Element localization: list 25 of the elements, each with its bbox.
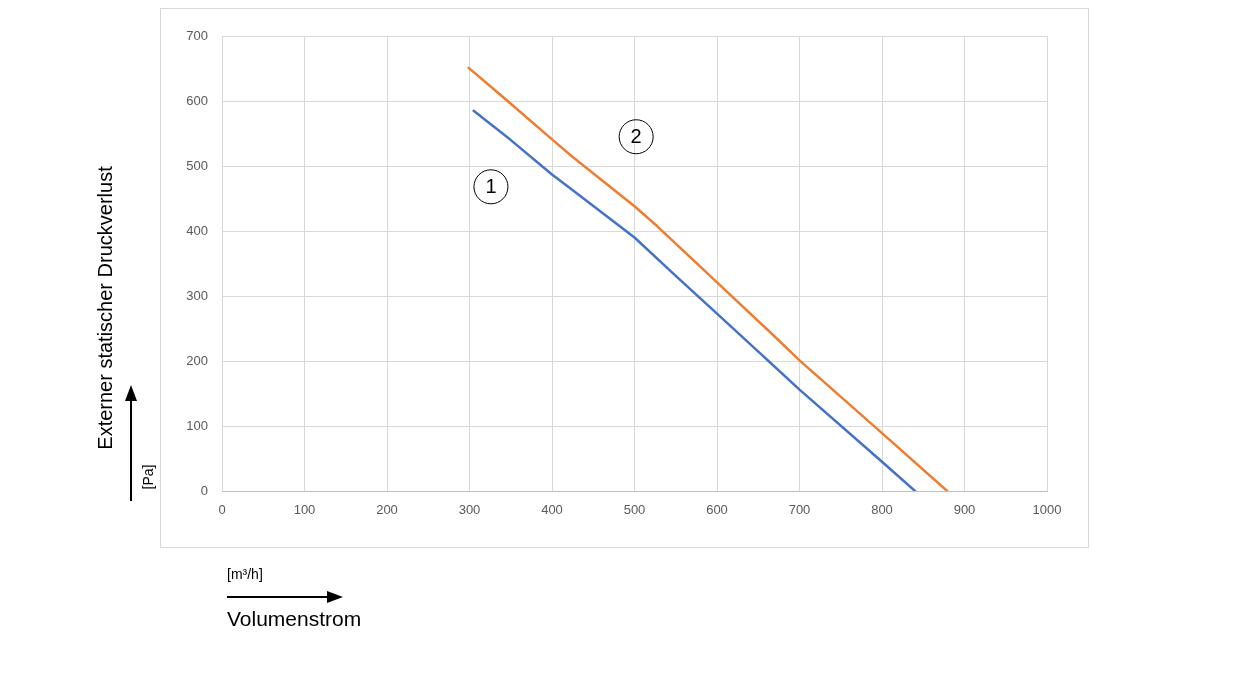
x-tick-label: 400 bbox=[541, 502, 563, 518]
y-tick-label: 100 bbox=[186, 417, 208, 433]
x-tick-label: 500 bbox=[623, 502, 646, 518]
y-tick-label: 600 bbox=[186, 92, 208, 108]
y-tick-label: 200 bbox=[186, 352, 208, 368]
x-tick-label: 900 bbox=[953, 502, 976, 518]
y-axis-title: Externer statischer Druckverlust bbox=[93, 166, 117, 450]
x-axis-title: Volumenstrom bbox=[227, 607, 362, 631]
y-tick-label: 700 bbox=[186, 27, 208, 43]
y-tick-label: 500 bbox=[186, 157, 208, 173]
text: [Pa] bbox=[140, 464, 156, 490]
x-tick-label: 700 bbox=[788, 502, 811, 518]
x-tick-label: 800 bbox=[871, 502, 893, 518]
annotation: 2 bbox=[630, 125, 642, 148]
x-tick-label: 100 bbox=[293, 502, 316, 518]
y-tick-label: 400 bbox=[186, 222, 208, 238]
x-tick-label: 200 bbox=[376, 502, 398, 518]
x-tick-label: 1000 bbox=[1032, 502, 1062, 518]
x-tick-label: 0 bbox=[218, 502, 226, 518]
x-tick-label: 600 bbox=[706, 502, 728, 518]
text: [m³/h] bbox=[227, 566, 263, 582]
annotation: 1 bbox=[485, 175, 497, 198]
x-tick-label: 300 bbox=[458, 502, 481, 518]
y-tick-label: 300 bbox=[186, 287, 208, 303]
y-tick-label: 0 bbox=[200, 482, 208, 498]
